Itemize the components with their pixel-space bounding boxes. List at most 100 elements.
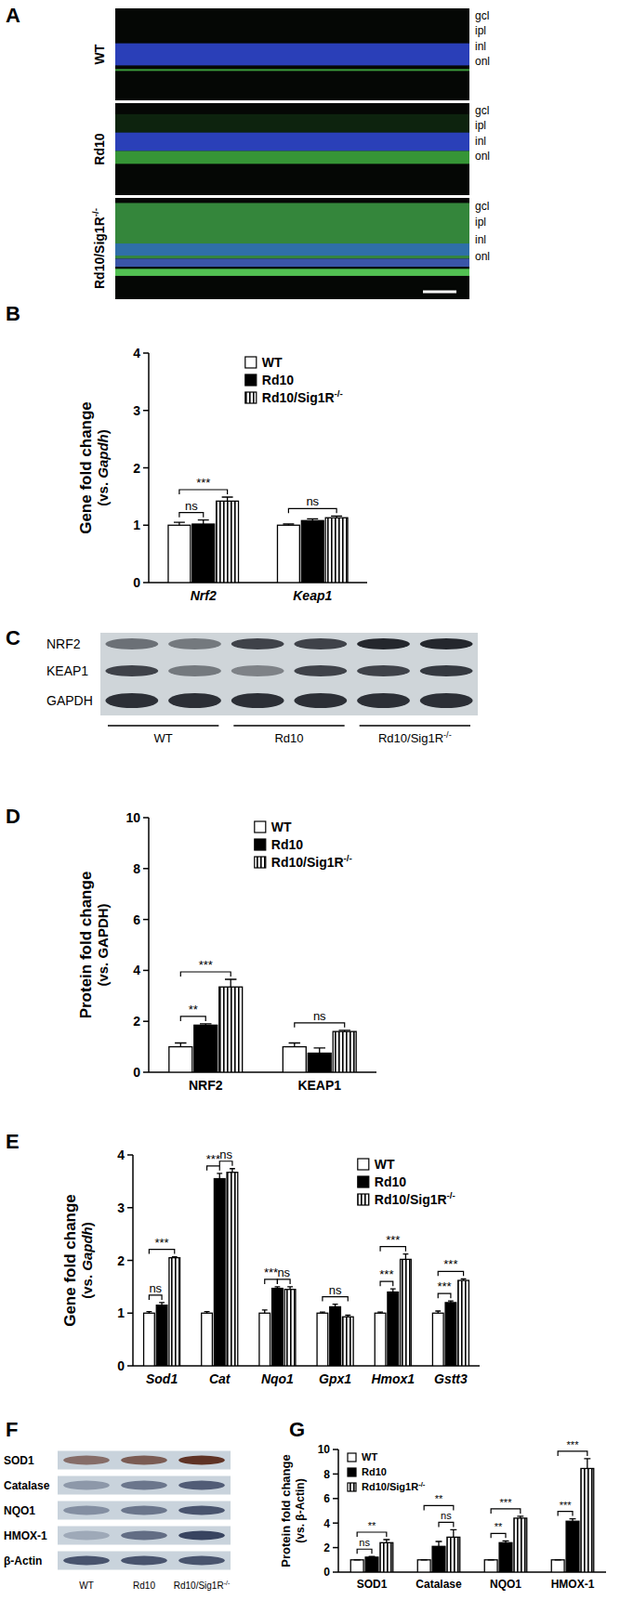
error-bar	[421, 1559, 428, 1561]
significance-bracket	[557, 1451, 588, 1457]
legend-label: WT	[361, 1451, 378, 1464]
legend-label: Rd10	[271, 837, 304, 853]
significance-bracket	[356, 1549, 372, 1555]
row-label: Rd10	[92, 132, 107, 165]
legend: WTRd10Rd10/Sig1R-/-	[254, 819, 353, 871]
error-bar	[289, 1042, 301, 1047]
error-bar	[174, 1042, 186, 1047]
blot-band	[420, 638, 474, 650]
blot-band	[105, 693, 159, 709]
error-bar	[282, 524, 294, 526]
x-tick-label: Sod1	[145, 1371, 178, 1387]
bar	[194, 1025, 218, 1073]
y-tick	[143, 1020, 149, 1023]
y-tick-label: 2	[117, 1253, 125, 1269]
error-bar	[554, 1559, 562, 1561]
blot-band	[178, 1556, 225, 1567]
bar	[499, 1543, 513, 1573]
blot-bg	[57, 1477, 231, 1496]
bar	[226, 1173, 238, 1367]
blot-band	[178, 1531, 225, 1542]
y-tick	[127, 1260, 133, 1263]
significance-label: ns	[313, 1009, 327, 1024]
significance-label: ***	[206, 1152, 221, 1167]
blot-band	[293, 693, 347, 709]
error-bar	[332, 1305, 339, 1308]
panel-letter: F	[5, 1418, 18, 1442]
y-tick-label: 10	[317, 1443, 331, 1457]
y-tick	[332, 1522, 339, 1525]
error-bar	[330, 515, 343, 518]
significance-label: ***	[500, 1497, 514, 1509]
error-bar	[204, 1312, 211, 1315]
layer-label: onl	[474, 54, 490, 68]
legend-swatch	[245, 356, 257, 369]
significance-label: **	[188, 1002, 198, 1017]
blot-band	[178, 1456, 225, 1466]
error-bar	[145, 1312, 152, 1315]
error-bar	[354, 1559, 361, 1561]
x-tick-label: Cat	[209, 1371, 232, 1387]
significance-bracket	[322, 1297, 348, 1303]
stain	[115, 268, 470, 277]
y-axis-label: Protein fold change	[77, 871, 95, 1020]
y-tick	[143, 970, 149, 973]
bar	[445, 1303, 457, 1367]
blot-band	[120, 1556, 168, 1567]
error-bar	[435, 1542, 443, 1547]
legend-swatch	[357, 1176, 370, 1188]
x-tick-label: Catalase	[415, 1578, 462, 1592]
legend-label: WT	[271, 819, 292, 835]
y-tick-label: 0	[132, 575, 141, 591]
x-tick-label: NRF2	[188, 1078, 224, 1094]
error-bar	[461, 1279, 467, 1281]
y-tick-label: 8	[132, 861, 141, 877]
significance-label: ns	[277, 1266, 291, 1280]
blot-band	[178, 1481, 225, 1491]
blot-row-label: HMOX-1	[3, 1530, 48, 1544]
significance-label: ns	[148, 1281, 162, 1296]
blot-band	[120, 1531, 168, 1542]
y-tick	[332, 1498, 339, 1501]
bar	[213, 1179, 225, 1367]
error-bar	[377, 1312, 383, 1314]
significance-label: ***	[559, 1500, 573, 1512]
bar	[156, 1305, 168, 1367]
y-axis-label: Gene fold change	[77, 401, 95, 535]
significance-bracket	[490, 1533, 506, 1539]
row-label: WT	[92, 43, 107, 65]
error-bar	[197, 520, 210, 525]
bar	[259, 1313, 271, 1367]
y-tick	[143, 919, 149, 922]
x-tick-label: KEAP1	[297, 1078, 342, 1094]
micrograph-image	[115, 103, 470, 196]
lane-label: Rd10	[132, 1581, 156, 1592]
error-bar	[344, 1316, 351, 1319]
y-axis-label: Protein fold change	[278, 1454, 293, 1568]
y-axis	[337, 1450, 340, 1573]
lane-label: Rd10/Sig1R-/-	[173, 1580, 231, 1592]
y-tick	[332, 1571, 339, 1574]
lane-group-line	[359, 725, 471, 727]
y-tick-label: 4	[117, 1147, 125, 1163]
blot-band	[105, 638, 159, 650]
error-bar	[449, 1530, 457, 1538]
significance-bracket	[180, 972, 231, 977]
y-tick	[127, 1207, 133, 1210]
layer-label: inl	[474, 134, 487, 148]
bar	[514, 1518, 528, 1573]
legend-label: WT	[374, 1157, 396, 1173]
significance-label: ***	[196, 475, 211, 490]
x-tick-label: NQO1	[489, 1578, 522, 1592]
nuclear-layer	[115, 243, 470, 256]
marks	[144, 1169, 470, 1367]
blot-bg	[57, 1552, 231, 1571]
lane-label: WT	[154, 731, 173, 746]
lane-group-line	[107, 725, 219, 727]
y-axis-label: (vs. Gapdh)	[79, 1222, 95, 1300]
bar	[332, 1031, 357, 1073]
legend-swatch	[357, 1194, 370, 1206]
legend-swatch	[347, 1483, 357, 1492]
y-tick	[143, 817, 149, 819]
micrograph-image	[115, 8, 470, 101]
